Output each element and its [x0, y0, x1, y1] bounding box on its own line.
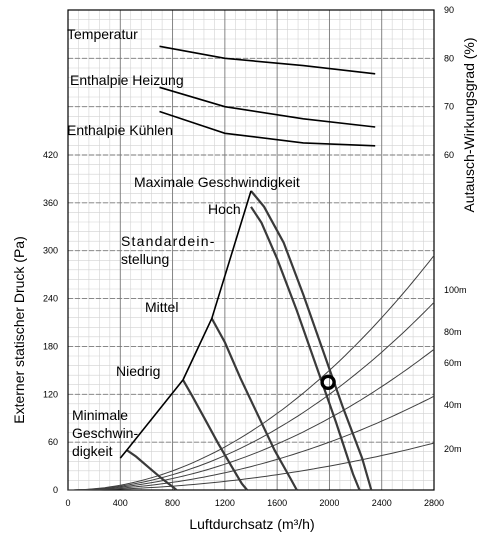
- duct-label: 80m: [444, 327, 462, 337]
- label-enthalpie-heizung: Enthalpie Heizung: [70, 72, 184, 88]
- fan-curve-0: [250, 190, 373, 491]
- label-enthalpie-kuehlen: Enthalpie Kühlen: [67, 122, 173, 138]
- x-tick-label: 2800: [424, 498, 444, 508]
- speed-envelope: [119, 190, 252, 459]
- y2-tick-label: 80: [444, 53, 454, 63]
- duct-curve-2: [68, 348, 435, 491]
- fan-curve-4: [126, 449, 178, 491]
- label-hoch: Hoch: [208, 201, 241, 217]
- y-tick-label: 0: [53, 485, 58, 495]
- duct-curve-3: [68, 395, 435, 491]
- fan-curve-2: [210, 317, 298, 491]
- efficiency-series-1: [159, 86, 376, 128]
- efficiency-series-2: [159, 110, 376, 147]
- duct-label: 40m: [444, 400, 462, 410]
- duct-curve-1: [68, 302, 435, 491]
- y2-tick-label: 90: [444, 5, 454, 15]
- duct-label: 20m: [444, 444, 462, 454]
- label-temperatur: Temperatur: [67, 26, 138, 42]
- y-tick-label: 300: [43, 246, 58, 256]
- duct-label: 100m: [444, 285, 467, 295]
- fan-curve-3: [182, 379, 248, 491]
- x-tick-label: 1200: [215, 498, 235, 508]
- label-standard-2: stellung: [121, 251, 169, 267]
- y2-tick-label: 60: [444, 150, 454, 160]
- duct-label: 60m: [444, 358, 462, 368]
- y-tick-label: 120: [43, 389, 58, 399]
- y-tick-label: 420: [43, 150, 58, 160]
- x-tick-label: 1600: [267, 498, 287, 508]
- x-tick-label: 0: [65, 498, 70, 508]
- ticks: 0 400 800 1200 1600 2000 2400 2800 0 60 120 180 240 3…: [43, 5, 467, 508]
- x-tick-label: 400: [113, 498, 128, 508]
- label-min-1: Minimale: [72, 407, 128, 423]
- y-tick-label: 60: [48, 437, 58, 447]
- duct-curve-0: [68, 255, 435, 491]
- y-tick-label: 240: [43, 294, 58, 304]
- operating-point-marker: [320, 374, 336, 391]
- y-axis-title: Externer statischer Druck (Pa): [11, 236, 27, 424]
- plot-frame: [67, 9, 435, 491]
- efficiency-series-0: [159, 45, 376, 75]
- grid: [67, 9, 435, 491]
- label-min-2: Geschwin-: [72, 425, 138, 441]
- label-niedrig: Niedrig: [116, 363, 160, 379]
- x-tick-label: 800: [165, 498, 180, 508]
- y2-tick-label: 70: [444, 102, 454, 112]
- x-axis-title: Luftdurchsatz (m³/h): [189, 516, 314, 532]
- label-maximale-geschwindigkeit: Maximale Geschwindigkeit: [134, 174, 300, 190]
- label-min-3: digkeit: [72, 443, 113, 459]
- x-tick-label: 2000: [319, 498, 339, 508]
- label-mittel: Mittel: [145, 299, 178, 315]
- label-standard-1: Standardein-: [121, 233, 216, 249]
- duct-curve-4: [68, 442, 435, 491]
- curves: [68, 45, 435, 491]
- y-tick-label: 360: [43, 198, 58, 208]
- y2-axis-title: Autausch-Wirkungsgrad (%): [461, 37, 477, 212]
- fan-curve-1: [250, 206, 361, 491]
- y-tick-label: 180: [43, 341, 58, 351]
- x-tick-label: 2400: [372, 498, 392, 508]
